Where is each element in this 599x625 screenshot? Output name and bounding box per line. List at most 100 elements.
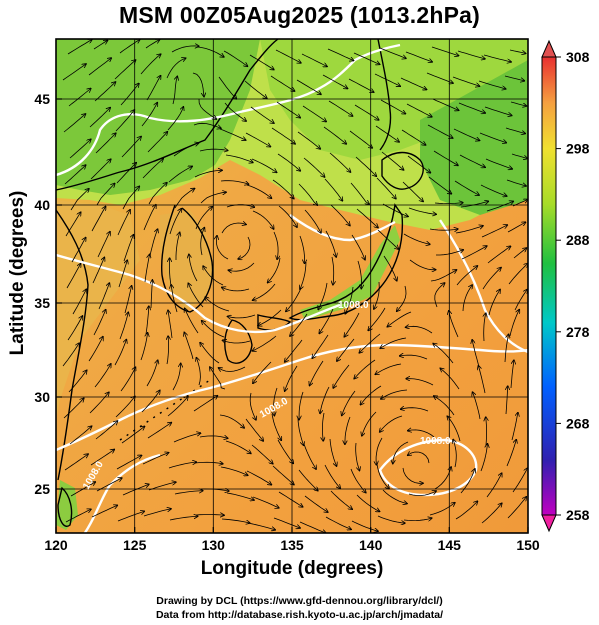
streamline <box>486 473 502 498</box>
streamline <box>337 338 355 361</box>
streamline <box>380 99 405 114</box>
streamline <box>228 262 255 271</box>
streamline <box>200 228 205 256</box>
streamline <box>299 391 304 420</box>
streamline <box>88 337 103 362</box>
streamline <box>449 311 459 338</box>
streamline <box>145 306 149 335</box>
coastline-sakhalin <box>377 39 392 151</box>
streamline <box>401 129 426 145</box>
streamline <box>510 360 514 389</box>
streamline <box>509 310 519 337</box>
streamline <box>273 517 300 528</box>
streamline <box>462 285 472 312</box>
streamline <box>210 367 226 390</box>
streamline <box>406 379 434 386</box>
streamline <box>91 207 106 232</box>
coastline-shikoku <box>257 314 292 331</box>
streamline <box>430 270 457 282</box>
streamline <box>362 411 377 436</box>
streamline <box>344 312 360 337</box>
streamline <box>149 229 158 257</box>
streamline <box>406 103 432 117</box>
streamline <box>482 268 501 290</box>
streamline <box>400 355 428 360</box>
streamline <box>63 398 84 419</box>
streamline <box>408 430 435 438</box>
streamline <box>285 339 303 362</box>
streamline <box>511 413 518 441</box>
streamline <box>402 181 423 202</box>
coastline-taiwan <box>57 486 73 527</box>
streamline <box>312 334 329 358</box>
streamline <box>431 46 459 56</box>
streamline <box>354 359 376 379</box>
streamline <box>298 469 318 491</box>
streamline <box>345 416 351 444</box>
coastline-china <box>56 209 89 481</box>
streamline <box>436 250 463 256</box>
streamline <box>168 166 192 183</box>
streamline <box>120 84 139 106</box>
streamline <box>62 64 86 81</box>
isobar-east <box>439 219 528 354</box>
streamline <box>380 337 407 348</box>
continent-green <box>56 39 260 195</box>
map-plot-area: 1008.0 1008.0 1008.0 1008.0 <box>56 39 528 533</box>
streamline <box>71 238 86 263</box>
streamline <box>200 192 226 204</box>
streamline <box>409 259 436 270</box>
streamline <box>481 225 507 238</box>
streamline <box>167 107 183 131</box>
streamline <box>351 520 378 531</box>
streamline <box>189 254 198 282</box>
streamline <box>298 183 317 205</box>
streamline <box>351 234 365 260</box>
streamline <box>368 307 386 330</box>
streamline <box>325 230 336 257</box>
streamline <box>407 155 430 173</box>
streamline <box>328 100 353 116</box>
streamline <box>147 423 171 439</box>
y-tick-label: 25 <box>34 481 50 497</box>
streamline <box>457 50 485 59</box>
colorbar-tick-label: 288 <box>566 232 590 248</box>
streamline <box>377 515 405 523</box>
streamline <box>141 103 157 127</box>
streamline <box>400 77 427 90</box>
streamline <box>278 205 297 227</box>
credit-drawing: Drawing by DCL (https://www.gfd-dennou.o… <box>156 595 443 607</box>
china-coast-field <box>56 200 140 420</box>
streamline <box>408 207 436 214</box>
streamline <box>408 491 436 496</box>
streamline <box>246 184 272 198</box>
streamline <box>342 390 356 416</box>
streamline <box>253 361 272 383</box>
streamline <box>67 316 83 341</box>
streamline <box>428 176 451 194</box>
x-tick-label: 125 <box>123 537 147 553</box>
streamline <box>196 358 201 386</box>
streamline <box>393 441 409 464</box>
streamline <box>354 104 379 120</box>
streamline <box>69 139 91 159</box>
streamline <box>90 159 111 180</box>
colorbar: 308 298 288 278 268 258 <box>541 39 590 533</box>
streamline <box>480 184 507 196</box>
streamline <box>459 154 485 167</box>
streamline <box>118 260 127 288</box>
streamline <box>324 178 343 201</box>
streamline <box>458 102 485 113</box>
streamline <box>322 412 324 441</box>
streamline <box>478 80 506 89</box>
streamline <box>69 426 92 445</box>
streamline <box>140 333 148 361</box>
streamline <box>145 40 160 49</box>
streamline <box>452 76 480 86</box>
x-tick-label: 130 <box>202 537 226 553</box>
streamline <box>353 52 380 64</box>
streamline <box>70 189 89 211</box>
streamline <box>218 76 236 99</box>
streamline <box>447 416 461 442</box>
streamlines <box>62 40 528 533</box>
